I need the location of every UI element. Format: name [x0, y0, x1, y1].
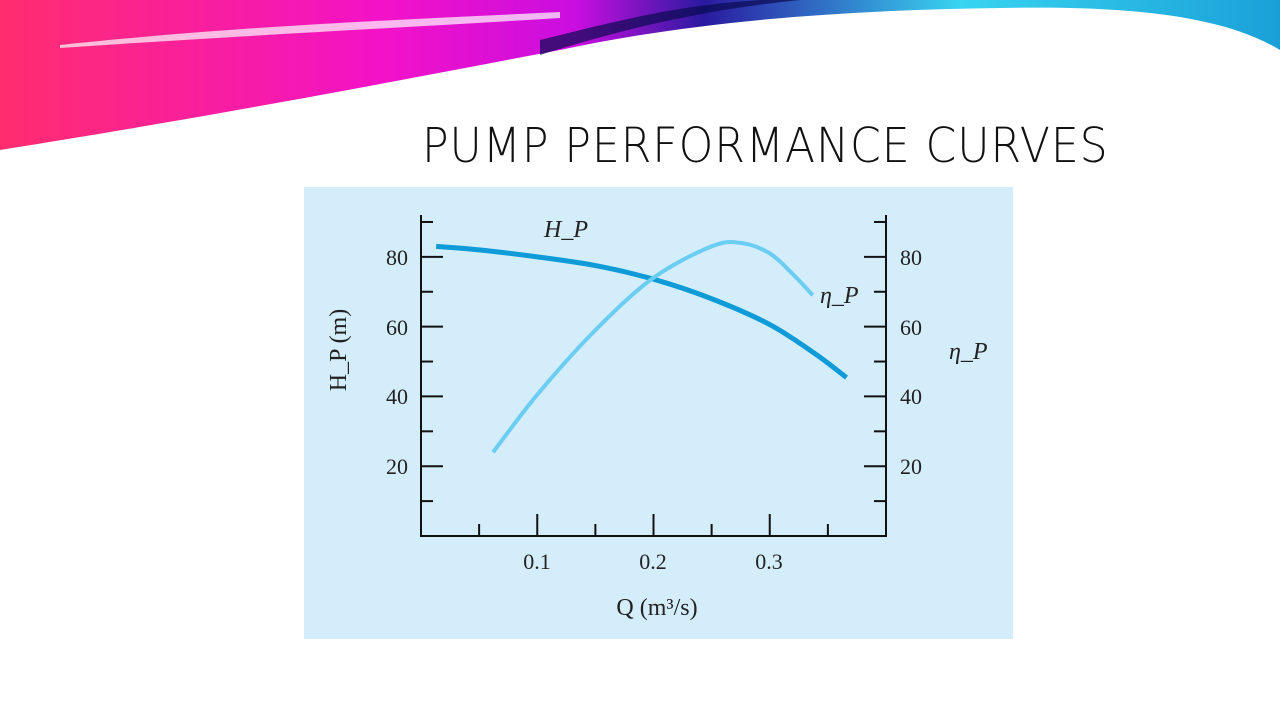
x-tick-label: 0.2 [639, 549, 667, 574]
y2-tick-label: 80 [900, 245, 922, 270]
y2-tick-label: 60 [900, 315, 922, 340]
y2-axis-title: η_P [949, 339, 988, 365]
y-tick-label: 60 [386, 315, 408, 340]
slide-title: PUMP PERFORMANCE CURVES [422, 118, 1109, 174]
chart-panel: 0.1 0.2 0.3 20 40 60 80 20 40 60 80 Q (m… [304, 187, 1013, 639]
y-tick-label: 40 [386, 384, 408, 409]
x-axis-title: Q (m³/s) [616, 595, 697, 621]
pump-performance-chart: 0.1 0.2 0.3 20 40 60 80 20 40 60 80 Q (m… [326, 215, 988, 621]
efficiency-curve-label: η_P [820, 283, 859, 309]
head-curve-label: H_P [543, 217, 588, 243]
y-axis-title: H_P (m) [326, 309, 352, 391]
decorative-banner [0, 0, 1280, 150]
y2-tick-label: 20 [900, 454, 922, 479]
x-tick-label: 0.1 [523, 549, 551, 574]
y-tick-label: 20 [386, 454, 408, 479]
axis-lines [420, 215, 887, 537]
x-tick-label: 0.3 [755, 549, 783, 574]
efficiency-curve [491, 239, 815, 454]
y-tick-label: 80 [386, 245, 408, 270]
y2-tick-label: 40 [900, 384, 922, 409]
